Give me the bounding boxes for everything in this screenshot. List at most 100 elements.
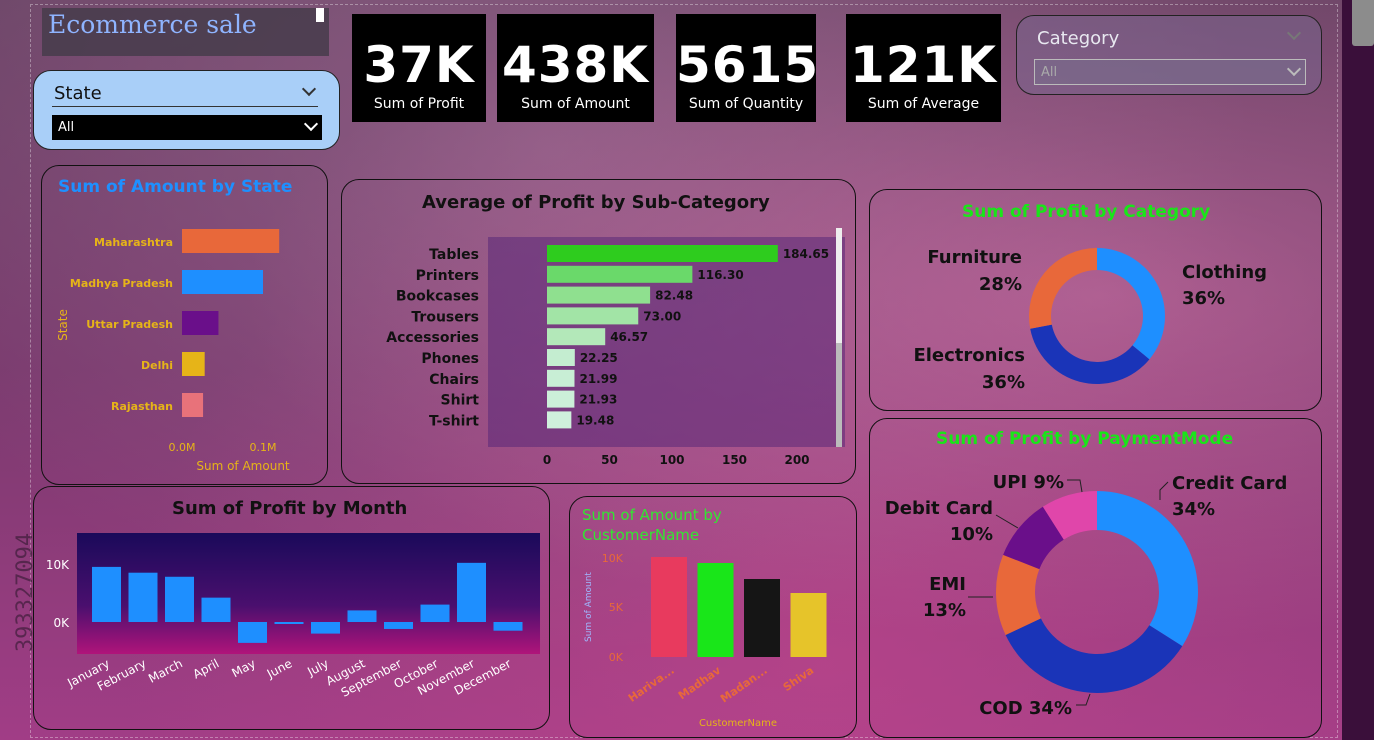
- subcategory-bar: [547, 245, 778, 262]
- payment-leader-line: [1076, 693, 1091, 706]
- kpi-label: Sum of Profit: [373, 96, 465, 112]
- month-bar: [420, 604, 450, 622]
- customer-bar: [697, 563, 734, 657]
- subcategory-label: Shirt: [441, 393, 480, 409]
- category-slicer[interactable]: Category All: [1016, 15, 1322, 95]
- month-bar: [201, 597, 231, 622]
- month-bar: [457, 562, 486, 622]
- payment-slice: [1005, 618, 1183, 693]
- subcategory-chart-title: Average of Profit by Sub-Category: [422, 192, 770, 213]
- subcategory-data-label: 82.48: [655, 289, 693, 303]
- state-chart-panel: [41, 165, 328, 485]
- subcategory-data-label: 21.93: [579, 393, 617, 407]
- subcategory-label: Trousers: [411, 309, 479, 325]
- month-x-tick: April: [191, 656, 222, 681]
- state-bar: [182, 270, 263, 294]
- kpi-value: 121K: [849, 36, 998, 94]
- customer-chart-panel: [569, 496, 857, 738]
- state-category-label: Rajasthan: [111, 400, 173, 413]
- month-bar: [92, 566, 121, 622]
- kpi-average-card: 121K Sum of Average: [846, 14, 1001, 122]
- category-dropdown[interactable]: All: [1034, 59, 1306, 85]
- kpi-label: Sum of Average: [867, 96, 980, 112]
- category-slice: [1097, 248, 1165, 360]
- report-title: Ecommerce sale: [48, 10, 257, 39]
- subcategory-bar: [547, 328, 606, 346]
- month-chart-panel: [33, 486, 550, 730]
- state-x-axis-label: Sum of Amount: [196, 459, 290, 473]
- title-scroll-indicator: [316, 8, 324, 22]
- customer-x-tick: Madhav: [676, 663, 724, 702]
- customer-bar: [744, 579, 780, 657]
- kpi-label: Sum of Quantity: [688, 96, 804, 112]
- month-x-tick: May: [229, 656, 257, 680]
- category-legend-electronics-pct: 36%: [982, 372, 1025, 393]
- category-legend-furniture: Furniture: [927, 247, 1022, 268]
- kpi-value: 438K: [501, 36, 650, 94]
- subcategory-bar: [547, 369, 575, 387]
- subcategory-bar: [547, 349, 575, 366]
- state-bar: [182, 393, 204, 417]
- state-category-label: Uttar Pradesh: [86, 318, 173, 331]
- month-chart-title: Sum of Profit by Month: [172, 498, 408, 519]
- subcategory-x-tick: 50: [601, 453, 618, 467]
- payment-legend-credit-card-pct: 34%: [1172, 499, 1215, 520]
- customer-chart-title: Sum of Amount by CustomerName: [582, 506, 722, 544]
- right-side-bar: [1342, 0, 1374, 740]
- category-legend-furniture-pct: 28%: [979, 274, 1022, 295]
- payment-legend-cod: COD 34%: [979, 698, 1072, 719]
- subcategory-x-tick: 200: [784, 453, 809, 467]
- subcategory-bar: [547, 265, 693, 283]
- month-bar: [274, 622, 304, 624]
- scrollbar-thumb[interactable]: [1352, 0, 1374, 46]
- subcategory-x-tick: 150: [722, 453, 747, 467]
- subcategory-x-tick: 0: [543, 453, 551, 467]
- month-bar: [384, 622, 413, 629]
- title-box: [42, 8, 329, 56]
- category-slicer-label: Category: [1037, 28, 1120, 49]
- subcategory-label: Accessories: [386, 330, 479, 346]
- month-bar: [493, 622, 523, 631]
- state-chart-title: Sum of Amount by State: [58, 177, 293, 197]
- month-bar: [165, 576, 194, 622]
- state-bar: [182, 352, 205, 376]
- payment-leader-line: [1067, 479, 1083, 493]
- subcategory-bar: [547, 286, 651, 304]
- subcategory-label: T-shirt: [429, 413, 479, 429]
- state-dropdown-value: All: [58, 120, 75, 135]
- state-bar: [182, 229, 280, 253]
- month-y-tick: 0K: [53, 616, 70, 630]
- kpi-label: Sum of Amount: [521, 96, 630, 112]
- customer-y-tick: 5K: [609, 601, 624, 614]
- month-bar: [347, 610, 377, 622]
- payment-legend-credit-card: Credit Card: [1172, 473, 1287, 494]
- customer-x-axis-label: CustomerName: [699, 718, 777, 729]
- payment-legend-debit-card: Debit Card: [885, 498, 993, 519]
- kpi-value: 5615: [676, 36, 820, 94]
- subcategory-chart-panel: [341, 179, 856, 484]
- state-slicer[interactable]: State All: [33, 70, 340, 150]
- customer-y-tick: 10K: [602, 552, 624, 565]
- subcategory-bar: [547, 307, 639, 325]
- kpi-value: 37K: [363, 36, 475, 94]
- subcategory-bar: [547, 390, 575, 408]
- state-category-label: Delhi: [141, 359, 173, 372]
- category-legend-clothing: Clothing: [1182, 262, 1267, 283]
- paymentmode-chart-panel: [869, 418, 1322, 738]
- payment-legend-emi: EMI: [929, 574, 966, 595]
- payment-legend-upi: UPI 9%: [993, 472, 1064, 493]
- subcategory-label: Chairs: [429, 372, 479, 388]
- month-y-tick: 10K: [46, 558, 70, 572]
- state-dropdown[interactable]: All: [52, 115, 322, 140]
- category-legend-electronics: Electronics: [913, 345, 1025, 366]
- subcategory-data-label: 46.57: [610, 330, 648, 344]
- month-bar: [128, 572, 158, 622]
- subcategory-data-label: 22.25: [580, 351, 618, 365]
- category-dropdown-value: All: [1041, 65, 1058, 80]
- subcategory-label: Bookcases: [396, 289, 479, 305]
- subcategory-data-label: 73.00: [643, 309, 681, 323]
- category-slice: [1028, 248, 1097, 329]
- kpi-profit-card: 37K Sum of Profit: [352, 14, 486, 122]
- state-x-tick: 0.0M: [169, 441, 196, 454]
- customer-x-tick: Hariva...: [626, 664, 677, 705]
